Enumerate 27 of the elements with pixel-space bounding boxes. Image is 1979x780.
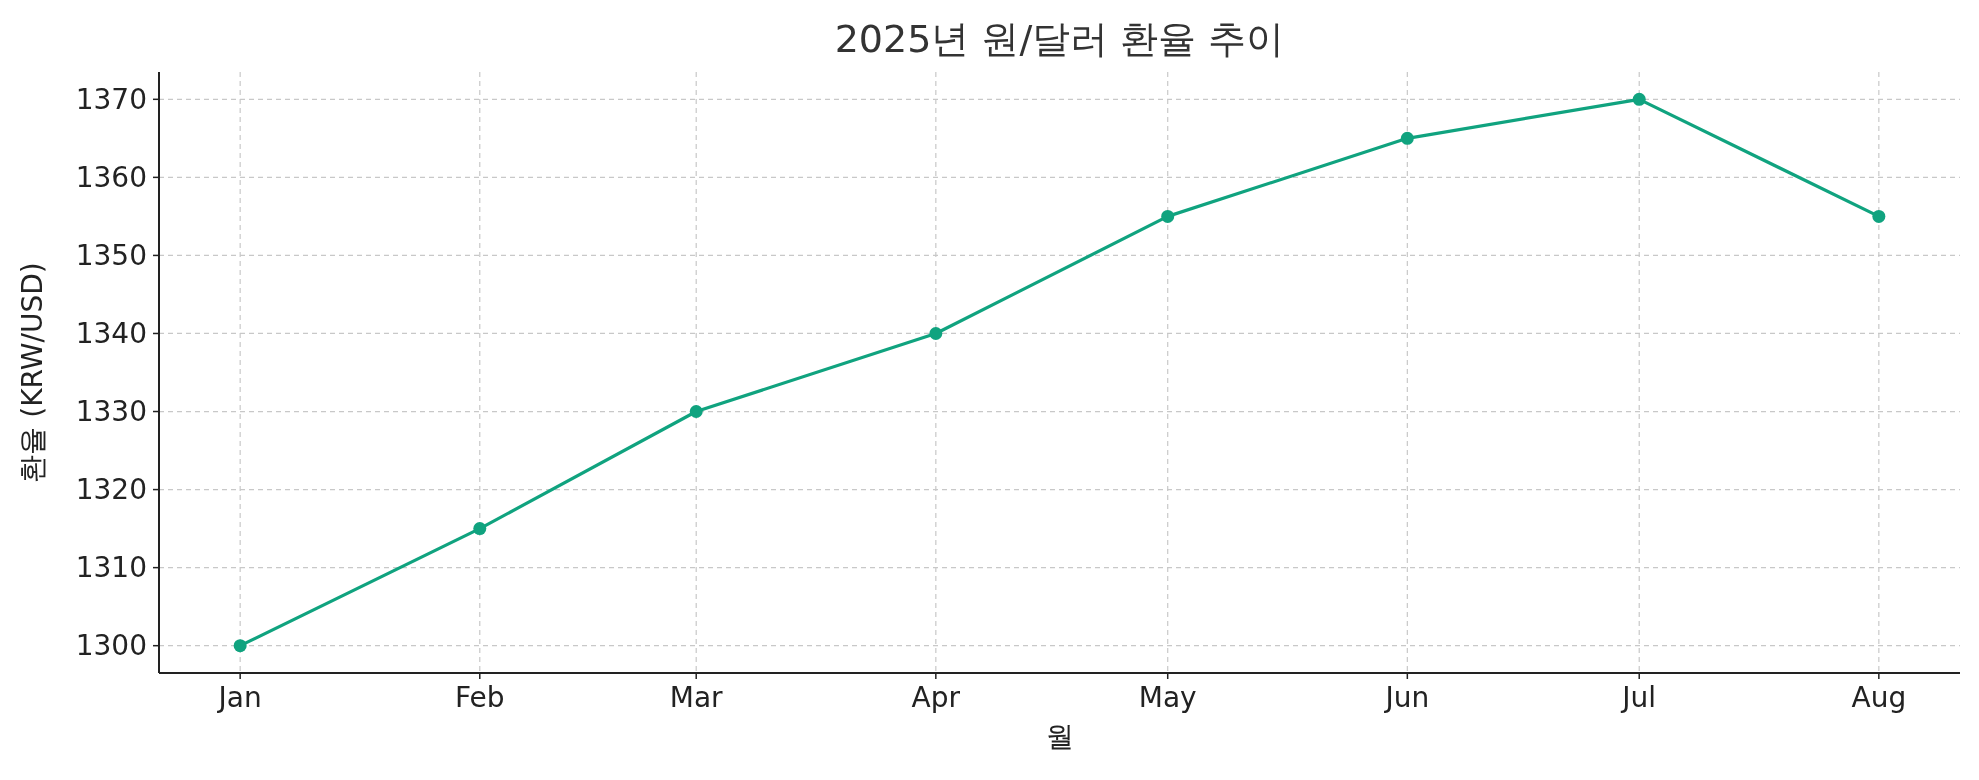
point <box>1161 209 1175 223</box>
y-axis-title: 환율 (KRW/USD) <box>16 262 49 483</box>
point <box>929 326 943 340</box>
point <box>473 522 487 536</box>
chart-title: 2025년 원/달러 환율 추이 <box>834 17 1285 61</box>
y-tick-label: 1300 <box>75 629 147 663</box>
x-tick-label: May <box>1138 681 1197 714</box>
point <box>233 639 247 653</box>
y-tick-label: 1330 <box>75 395 147 429</box>
y-tick-label: 1350 <box>75 239 147 273</box>
y-tick-label: 1370 <box>75 83 147 117</box>
x-axis-title: 월 <box>1045 720 1074 753</box>
x-tick-label: Mar <box>669 681 724 714</box>
y-tick-label: 1320 <box>75 473 147 507</box>
point <box>1400 131 1414 145</box>
point <box>1632 92 1646 106</box>
point <box>689 405 703 419</box>
x-tick-label: Jul <box>1620 681 1657 714</box>
point <box>1872 209 1886 223</box>
x-tick-label: Apr <box>911 681 961 714</box>
y-tick-label: 1310 <box>75 551 147 585</box>
x-tick-label: Jun <box>1383 681 1430 714</box>
x-tick-label: Jan <box>216 681 262 714</box>
y-tick-label: 1340 <box>75 317 147 351</box>
x-tick-label: Feb <box>454 681 505 714</box>
x-tick-label: Aug <box>1851 681 1907 714</box>
y-tick-label: 1360 <box>75 161 147 195</box>
